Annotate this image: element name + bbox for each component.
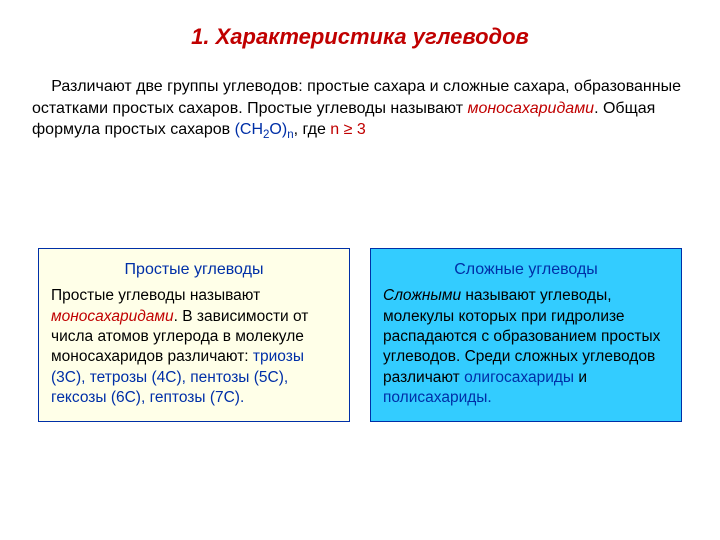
boxes-row: Простые углеводы Простые углеводы называ… [0,248,720,422]
br-poly: полисахариды. [383,389,492,406]
intro-formula: (CH2O)n [235,121,294,138]
box-complex-body: Сложными называют углеводы, молекулы кот… [383,286,669,409]
intro-mono: моносахаридами [467,100,594,117]
intro-paragraph: Различают две группы углеводов: простые … [0,50,720,144]
formula-mid: O) [269,121,287,138]
intro-text-3: , где [294,121,331,138]
box-complex-title: Сложные углеводы [383,259,669,280]
br-and: и [574,369,587,386]
bl-mono: моносахаридами [51,308,174,325]
br-em: Сложными [383,287,461,304]
bl-t1: Простые углеводы называют [51,287,260,304]
box-complex: Сложные углеводы Сложными называют углев… [370,248,682,422]
br-oligo: олигосахариды [464,369,574,386]
slide: 1. Характеристика углеводов Различают дв… [0,0,720,540]
box-simple: Простые углеводы Простые углеводы называ… [38,248,350,422]
intro-cond: n ≥ 3 [330,121,365,138]
box-simple-title: Простые углеводы [51,259,337,280]
box-simple-body: Простые углеводы называют моносахаридами… [51,286,337,409]
page-title: 1. Характеристика углеводов [0,0,720,50]
formula-pre: (CH [235,121,263,138]
